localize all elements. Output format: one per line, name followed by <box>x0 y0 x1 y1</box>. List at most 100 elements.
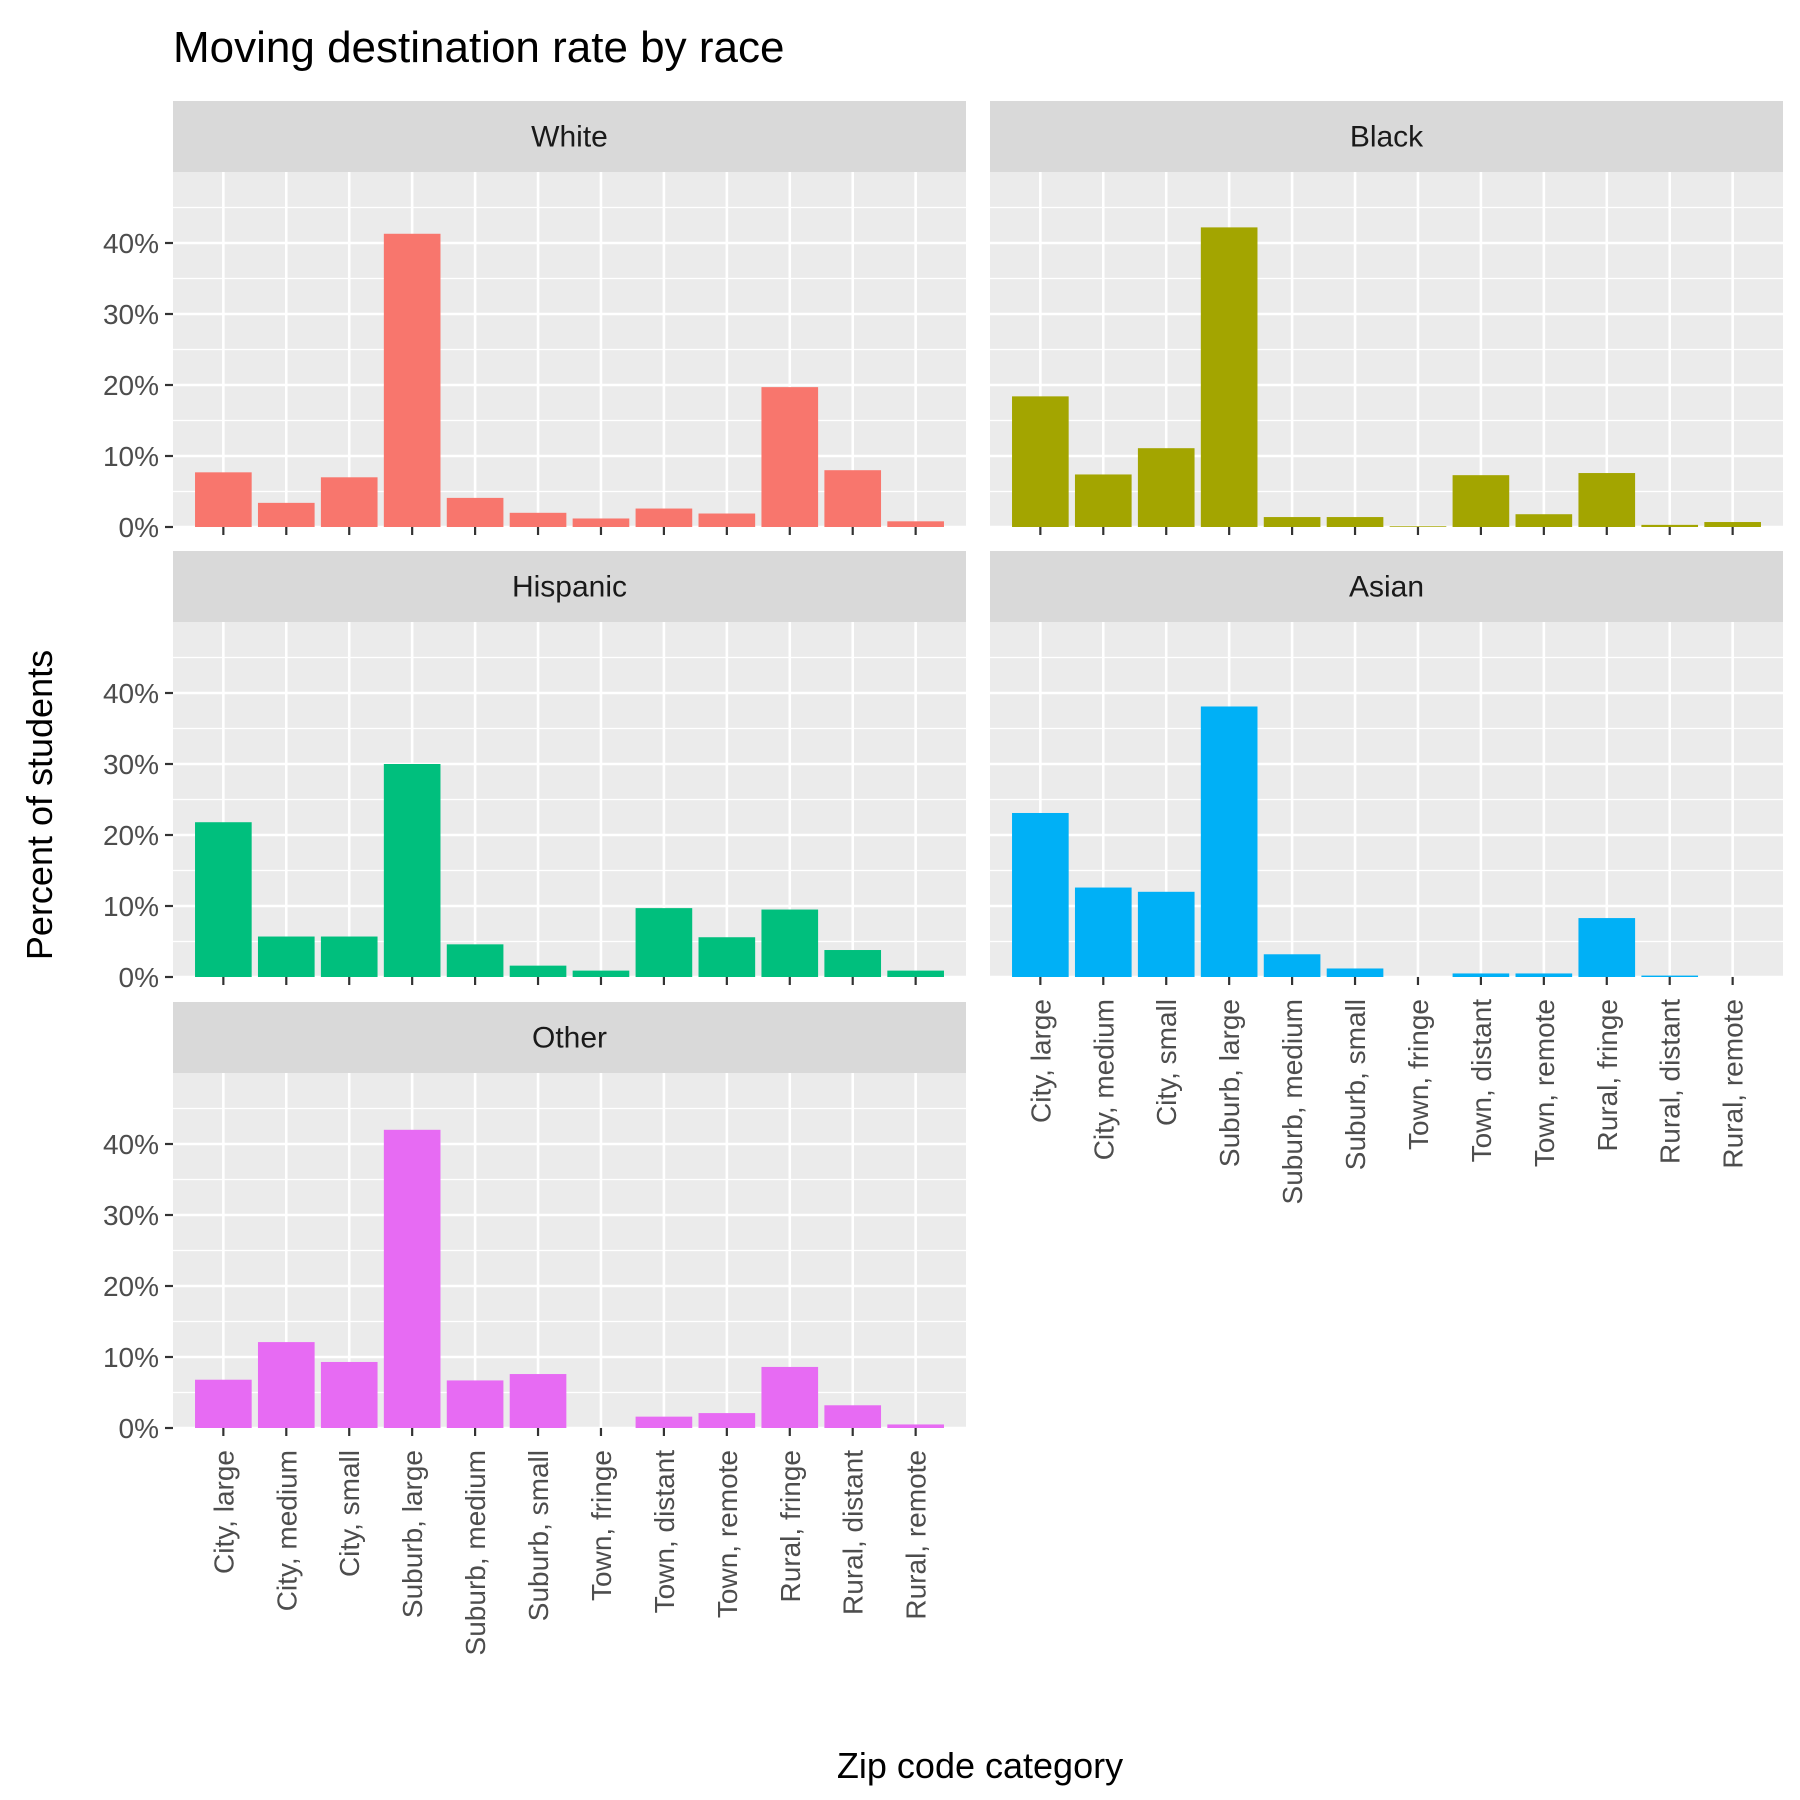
bar-hispanic-3 <box>383 764 441 977</box>
bar-white-1 <box>257 502 315 527</box>
bar-white-0 <box>195 472 252 527</box>
bar-asian-9 <box>1578 918 1636 977</box>
x-tick-label: Rural, distant <box>838 1450 869 1615</box>
x-tick-label: Rural, remote <box>901 1450 932 1620</box>
x-tick-label: City, large <box>208 1450 239 1574</box>
bar-black-1 <box>1074 474 1132 527</box>
y-tick-label: 40% <box>103 678 159 709</box>
bar-black-9 <box>1578 473 1636 527</box>
x-tick-label: Suburb, medium <box>460 1450 491 1655</box>
panel-hispanic: Hispanic 0% 10% 20% 30% 40% <box>103 551 966 993</box>
bar-other-5 <box>509 1374 567 1428</box>
bar-hispanic-2 <box>320 936 378 977</box>
x-tick-label: Rural, distant <box>1655 999 1686 1164</box>
x-tick-label: Town, fringe <box>1403 999 1434 1150</box>
bar-other-0 <box>195 1379 252 1428</box>
bar-other-11 <box>887 1424 944 1428</box>
x-tick-label: Rural, fringe <box>775 1450 806 1603</box>
panel-black: Black <box>990 101 1783 535</box>
bar-asian-3 <box>1200 706 1258 977</box>
bar-other-7 <box>635 1416 693 1428</box>
bar-other-8 <box>698 1413 756 1428</box>
bar-other-4 <box>446 1380 504 1428</box>
bar-hispanic-7 <box>635 908 693 977</box>
x-tick-label: Suburb, small <box>523 1450 554 1621</box>
strip-label-black: Black <box>1350 121 1424 154</box>
bar-white-4 <box>446 497 504 527</box>
x-tick-label: Suburb, medium <box>1277 999 1308 1204</box>
bar-hispanic-1 <box>257 936 315 977</box>
y-tick-label: 20% <box>103 370 159 401</box>
y-tick-label: 10% <box>103 891 159 922</box>
x-tick-label: Rural, remote <box>1718 999 1749 1169</box>
bar-hispanic-6 <box>572 970 630 977</box>
bar-white-10 <box>824 470 882 527</box>
x-tick-label: Suburb, large <box>397 1450 428 1618</box>
bar-white-6 <box>572 518 630 527</box>
x-tick-label: Town, remote <box>712 1450 743 1618</box>
strip-label-hispanic: Hispanic <box>512 571 627 604</box>
panel-other: Other 0% 10% 20% 30% 40% City, large City, medi… <box>103 1002 966 1655</box>
bar-black-5 <box>1326 517 1384 527</box>
y-tick-label: 0% <box>119 512 159 543</box>
y-tick-label: 0% <box>119 962 159 993</box>
x-tick-label: Town, distant <box>649 1450 680 1614</box>
strip-white <box>173 101 966 172</box>
bar-white-9 <box>761 387 819 527</box>
bar-other-2 <box>320 1361 378 1428</box>
bar-black-4 <box>1263 517 1321 527</box>
strip-label-other: Other <box>532 1022 607 1055</box>
panel-asian: Asian City, large City, medium City, small S… <box>990 551 1783 1204</box>
bar-hispanic-8 <box>698 937 756 977</box>
x-tick-label: Town, distant <box>1466 999 1497 1163</box>
bar-hispanic-11 <box>887 970 944 977</box>
x-tick-label: City, medium <box>1088 999 1119 1160</box>
bar-black-2 <box>1137 448 1195 527</box>
bar-hispanic-5 <box>509 965 567 977</box>
x-tick-label: Town, fringe <box>586 1450 617 1601</box>
x-tick-label: Suburb, large <box>1214 999 1245 1167</box>
bar-white-8 <box>698 513 756 527</box>
bar-hispanic-9 <box>761 909 819 977</box>
bar-black-0 <box>1012 396 1069 527</box>
y-tick-label: 10% <box>103 1342 159 1373</box>
y-tick-label: 30% <box>103 1200 159 1231</box>
x-tick-label: Town, remote <box>1529 999 1560 1167</box>
y-tick-label: 40% <box>103 228 159 259</box>
bar-black-8 <box>1515 514 1573 527</box>
x-tick-label: City, small <box>334 1450 365 1577</box>
bar-white-2 <box>320 477 378 527</box>
bar-white-11 <box>887 521 944 527</box>
bar-asian-0 <box>1012 812 1069 977</box>
strip-asian <box>990 551 1783 622</box>
bar-asian-5 <box>1326 968 1384 977</box>
strip-hispanic <box>173 551 966 622</box>
strip-black <box>990 101 1783 172</box>
bar-other-3 <box>383 1129 441 1428</box>
bar-other-1 <box>257 1342 315 1428</box>
bar-other-9 <box>761 1366 819 1428</box>
strip-other <box>173 1002 966 1073</box>
strip-label-asian: Asian <box>1349 571 1424 604</box>
x-tick-label: City, small <box>1151 999 1182 1126</box>
bar-asian-7 <box>1452 973 1510 977</box>
bar-black-3 <box>1200 227 1258 527</box>
bar-white-7 <box>635 508 693 527</box>
y-tick-label: 20% <box>103 820 159 851</box>
y-tick-label: 10% <box>103 441 159 472</box>
bar-black-11 <box>1704 522 1761 527</box>
bar-hispanic-10 <box>824 950 882 977</box>
bar-hispanic-4 <box>446 944 504 977</box>
bar-asian-4 <box>1263 954 1321 977</box>
bar-hispanic-0 <box>195 822 252 977</box>
bar-asian-1 <box>1074 887 1132 977</box>
x-tick-label: Suburb, small <box>1340 999 1371 1170</box>
y-tick-label: 0% <box>119 1413 159 1444</box>
bar-asian-8 <box>1515 973 1573 977</box>
bar-white-3 <box>383 233 441 527</box>
facet-panels: White 0% 10% 20% 30% 40% Black Hispanic 0% 10% 20%… <box>103 101 1783 1655</box>
x-tick-label: City, large <box>1025 999 1056 1123</box>
y-tick-label: 40% <box>103 1129 159 1160</box>
bar-black-6 <box>1389 526 1447 527</box>
